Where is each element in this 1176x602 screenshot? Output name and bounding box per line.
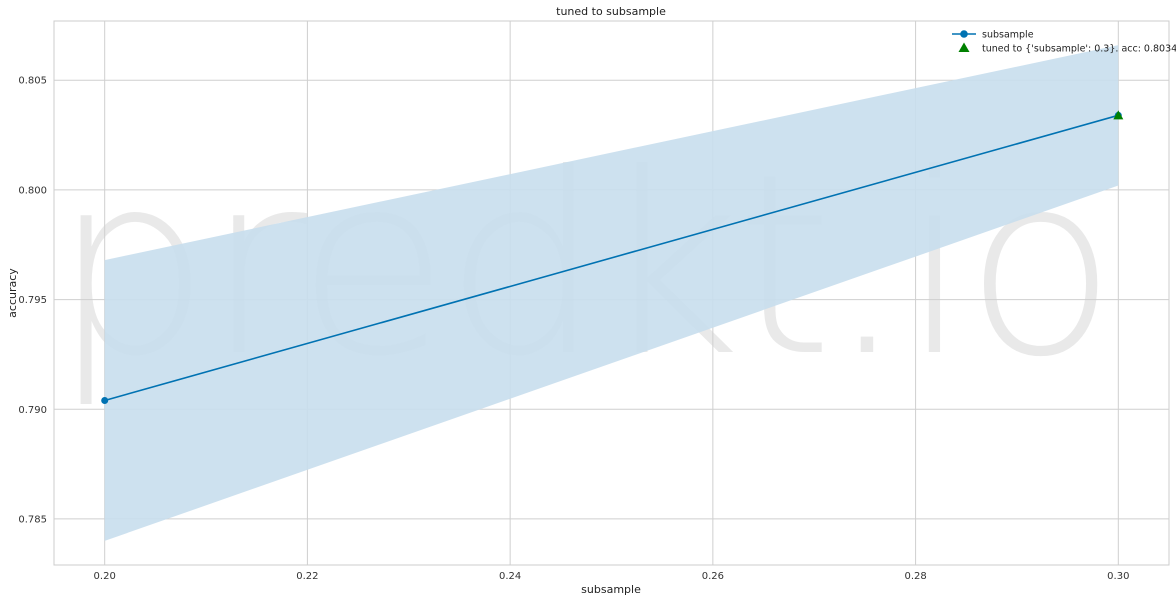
x-tick-label: 0.26 xyxy=(702,571,724,582)
data-point xyxy=(101,396,109,404)
plot-area xyxy=(53,20,1170,566)
x-tick-label: 0.24 xyxy=(499,571,521,582)
x-tick-label: 0.28 xyxy=(904,571,926,582)
confidence-band-layer xyxy=(104,45,1119,541)
chart-title: tuned to subsample xyxy=(556,5,666,18)
y-tick-label: 0.795 xyxy=(18,295,47,306)
x-tick-label: 0.22 xyxy=(296,571,318,582)
x-tick-label: 0.20 xyxy=(94,571,116,582)
legend-tuned-marker xyxy=(958,42,970,52)
confidence-band xyxy=(104,45,1119,541)
legend-tuned-label: tuned to {'subsample': 0.3}. acc: 0.8034 xyxy=(982,44,1176,55)
y-tick-label: 0.800 xyxy=(18,185,47,196)
legend-series-label: subsample xyxy=(982,30,1034,41)
y-tick-label: 0.805 xyxy=(18,76,47,87)
y-axis-label: accuracy xyxy=(6,268,19,318)
x-tick-label: 0.30 xyxy=(1107,571,1129,582)
y-tick-labels: 0.785 0.790 0.795 0.800 0.805 xyxy=(18,76,47,526)
series-line xyxy=(104,114,1119,402)
tuned-marker xyxy=(1113,110,1124,120)
y-tick-label: 0.790 xyxy=(18,405,47,416)
legend: subsample tuned to {'subsample': 0.3}. a… xyxy=(952,30,1176,55)
x-tick-labels: 0.20 0.22 0.24 0.26 0.28 0.30 xyxy=(94,571,1130,582)
y-tick-label: 0.785 xyxy=(18,514,47,525)
x-axis-label: subsample xyxy=(581,583,641,596)
legend-series-marker xyxy=(960,30,968,38)
series-line-layer xyxy=(101,110,1124,404)
